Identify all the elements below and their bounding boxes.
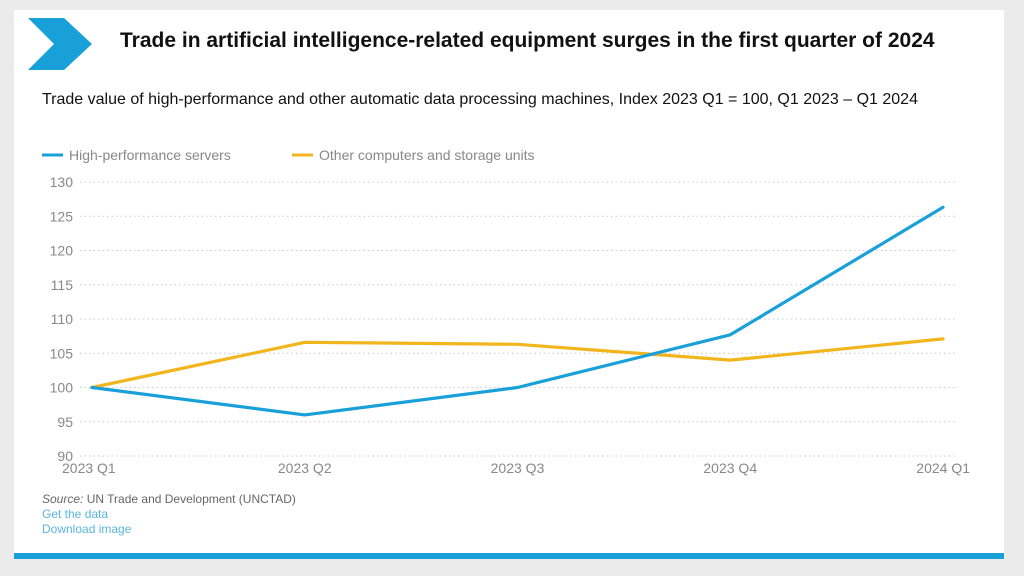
grid bbox=[80, 181, 955, 457]
download-image-link[interactable]: Download image bbox=[42, 522, 132, 536]
y-tick-label: 100 bbox=[50, 380, 74, 396]
legend: High-performance servers Other computers … bbox=[42, 147, 535, 163]
y-tick-label: 90 bbox=[57, 448, 73, 464]
source-text: UN Trade and Development (UNCTAD) bbox=[86, 492, 296, 506]
y-tick-label: 110 bbox=[51, 311, 74, 327]
chevron-icon bbox=[28, 18, 92, 70]
bottom-accent-bar bbox=[14, 553, 1004, 559]
legend-label-2: Other computers and storage units bbox=[319, 147, 535, 163]
source-label: Source: bbox=[42, 492, 84, 506]
chart-title: Trade in artificial intelligence-related… bbox=[120, 29, 935, 52]
legend-label-1: High-performance servers bbox=[69, 147, 231, 163]
y-tick-label: 120 bbox=[50, 243, 74, 259]
y-tick-label: 105 bbox=[50, 345, 74, 361]
x-tick-label: 2023 Q4 bbox=[703, 460, 757, 476]
chart-subtitle: Trade value of high-performance and othe… bbox=[42, 91, 918, 108]
y-tick-label: 130 bbox=[50, 174, 74, 190]
x-axis: 2023 Q1 2023 Q2 2023 Q3 2023 Q4 2024 Q1 bbox=[62, 460, 970, 476]
x-tick-label: 2023 Q2 bbox=[278, 460, 332, 476]
x-tick-label: 2024 Q1 bbox=[916, 460, 970, 476]
get-data-link[interactable]: Get the data bbox=[42, 507, 109, 521]
series-lines bbox=[90, 205, 945, 417]
series-line-2 bbox=[90, 337, 945, 390]
chart-card bbox=[14, 10, 1004, 558]
x-tick-label: 2023 Q3 bbox=[491, 460, 545, 476]
source-note: Source: UN Trade and Development (UNCTAD… bbox=[42, 492, 296, 507]
y-axis: 90 95 100 105 110 115 120 125 130 bbox=[50, 174, 74, 464]
y-tick-label: 115 bbox=[51, 277, 74, 293]
y-tick-label: 125 bbox=[50, 208, 74, 224]
footer: Source: UN Trade and Development (UNCTAD… bbox=[42, 492, 296, 537]
y-tick-label: 95 bbox=[57, 414, 73, 430]
x-tick-label: 2023 Q1 bbox=[62, 460, 116, 476]
series-line-1 bbox=[90, 205, 945, 417]
